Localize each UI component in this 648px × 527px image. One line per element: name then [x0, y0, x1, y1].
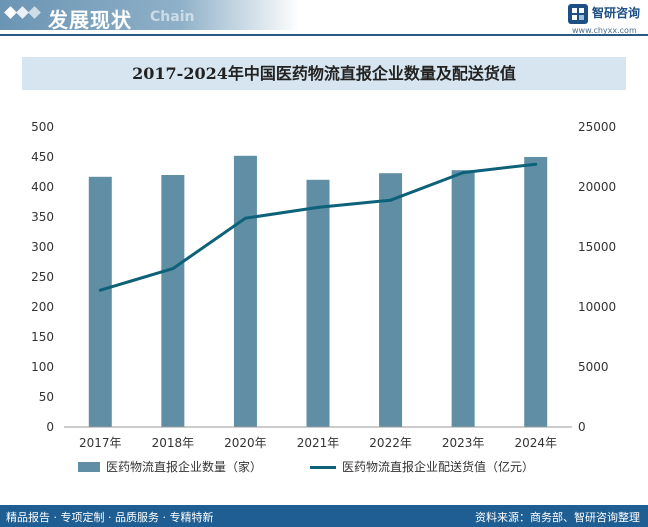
- bar: [451, 170, 475, 427]
- y-left-tick-label: 50: [39, 390, 54, 404]
- bar: [161, 175, 185, 427]
- section-subtitle: Chain: [150, 9, 195, 25]
- bar: [379, 173, 403, 427]
- footer: 精品报告 · 专项定制 · 品质服务 · 专精特新 资料来源：商务部、智研咨询整…: [0, 505, 648, 527]
- y-left-tick-label: 300: [31, 240, 54, 254]
- legend-label-bar: 医药物流直报企业数量（家）: [106, 460, 263, 474]
- x-tick-label: 2017年: [79, 436, 122, 450]
- brand-name: 智研咨询: [592, 6, 641, 20]
- brand-url: www.chyxx.com: [572, 26, 637, 35]
- x-tick-label: 2024年: [514, 436, 557, 450]
- x-tick-label: 2022年: [369, 436, 412, 450]
- source-note: 资料来源：商务部、智研咨询整理: [475, 511, 640, 524]
- line-point: [243, 216, 247, 220]
- brand-logo-icon: [568, 4, 588, 24]
- y-right-tick-label: 15000: [578, 240, 616, 254]
- x-tick-label: 2020年: [224, 436, 267, 450]
- y-left-tick-label: 500: [31, 120, 54, 134]
- section-title: 发展现状: [48, 8, 132, 32]
- y-left-tick-label: 100: [31, 360, 54, 374]
- y-left-tick-label: 0: [46, 420, 54, 434]
- y-right-tick-label: 0: [578, 420, 586, 434]
- y-left-tick-label: 150: [31, 330, 54, 344]
- y-right-tick-label: 25000: [578, 120, 616, 134]
- y-left-tick-label: 350: [31, 210, 54, 224]
- y-right-tick-label: 5000: [578, 360, 609, 374]
- legend-item-line: 医药物流直报企业配送货值（亿元）: [310, 458, 534, 475]
- line-point: [98, 288, 102, 292]
- x-tick-label: 2018年: [152, 436, 195, 450]
- line-point: [389, 198, 393, 202]
- legend-item-bar: 医药物流直报企业数量（家）: [78, 458, 262, 475]
- y-left-tick-label: 250: [31, 270, 54, 284]
- legend-bar-swatch: [78, 462, 100, 472]
- y-right-tick-label: 10000: [578, 300, 616, 314]
- legend-line-swatch: [310, 466, 336, 469]
- y-right-tick-label: 20000: [578, 180, 616, 194]
- x-tick-label: 2023年: [442, 436, 485, 450]
- bar: [233, 155, 257, 428]
- line-point: [316, 205, 320, 209]
- header-divider: [0, 34, 648, 36]
- line-point: [534, 162, 538, 166]
- bar: [306, 179, 330, 427]
- header: 发展现状 Chain 智研咨询 www.chyxx.com: [0, 0, 648, 35]
- bar: [524, 157, 548, 427]
- line-point: [461, 171, 465, 175]
- y-left-tick-label: 200: [31, 300, 54, 314]
- header-bar: 发展现状 Chain: [0, 0, 300, 32]
- y-left-tick-label: 400: [31, 180, 54, 194]
- x-tick-label: 2021年: [297, 436, 340, 450]
- chart-title: 2017-2024年中国医药物流直报企业数量及配送货值: [132, 64, 516, 83]
- bar: [88, 176, 112, 427]
- chart-title-box: 2017-2024年中国医药物流直报企业数量及配送货值: [22, 57, 626, 90]
- legend-label-line: 医药物流直报企业配送货值（亿元）: [342, 460, 535, 474]
- y-left-tick-label: 450: [31, 150, 54, 164]
- footer-slogan: 精品报告 · 专项定制 · 品质服务 · 专精特新: [6, 511, 214, 524]
- line-point: [171, 267, 175, 271]
